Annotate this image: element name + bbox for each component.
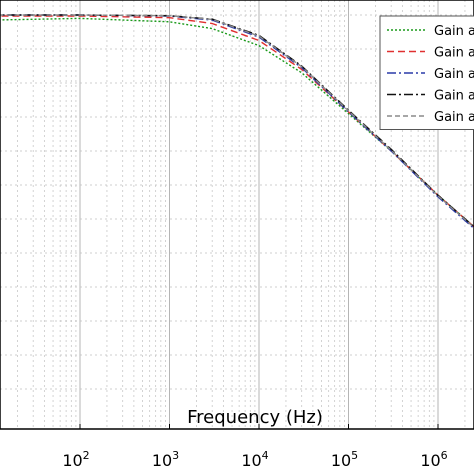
- legend-label-4: Gain a: [434, 89, 474, 104]
- x-axis-ticks: 102 103 104 105 106: [62, 424, 448, 470]
- legend-label-5: Gain a: [434, 110, 474, 125]
- x-tick-label: 102: [62, 449, 89, 470]
- series-line-3: [0, 14, 474, 230]
- legend-label-1: Gain a: [434, 24, 474, 39]
- series-line-5: [0, 14, 474, 229]
- x-tick-label: 106: [420, 449, 447, 470]
- x-tick-label: 103: [152, 449, 179, 470]
- x-tick-label: 105: [331, 449, 358, 470]
- x-tick-label: 104: [241, 449, 268, 470]
- legend-label-3: Gain a: [434, 67, 474, 82]
- plot-area-frame: [0, 0, 474, 430]
- legend: Gain a Gain a Gain a Gain a Gain a: [379, 15, 474, 130]
- legend-label-2: Gain a: [434, 46, 474, 61]
- x-axis-title: Frequency (Hz): [187, 407, 323, 428]
- series-lines: [0, 14, 474, 230]
